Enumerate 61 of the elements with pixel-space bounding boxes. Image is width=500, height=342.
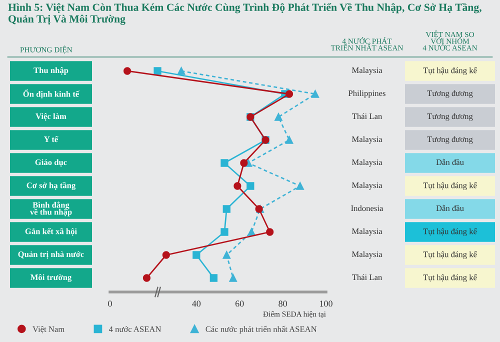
text: Tương đương xyxy=(427,136,473,144)
legend-label: Việt Nam xyxy=(32,326,64,334)
point xyxy=(177,67,186,75)
chart-title: Hình 5: Việt Nam Còn Thua Kém Các Nước Cùng Trình Độ Phát Triển Về Thu Nhập, Cơ Sở Hạ Tầng, Quản Trị Và Môi Trường xyxy=(8,3,482,25)
point xyxy=(311,90,320,98)
y-tick-label: Giáo dục xyxy=(35,159,67,167)
point xyxy=(220,159,228,167)
x-tick-label: 80 xyxy=(278,300,287,307)
text: Tụt hậu đáng kể xyxy=(423,228,477,236)
text: Malaysia xyxy=(352,251,382,259)
point xyxy=(162,251,170,259)
y-tick-label: Gắn kết xã hội xyxy=(25,228,77,236)
y-tick-label: Việc làm xyxy=(36,113,66,121)
y-tick-label: Ổn định kinh tế xyxy=(23,89,80,98)
point xyxy=(229,274,237,282)
legend-label: 4 nước ASEAN xyxy=(108,326,162,332)
text: Tụt hậu đáng kể xyxy=(423,67,477,75)
y-tick-label: Môi trường xyxy=(30,274,72,282)
point xyxy=(222,205,230,213)
point xyxy=(222,251,230,259)
point xyxy=(234,182,242,190)
text: Malaysia xyxy=(352,228,382,236)
y-tick-label: Bình đẳng về thu nhập xyxy=(30,202,72,216)
text: Tương đương xyxy=(427,113,473,121)
text: Thái Lan xyxy=(352,113,382,120)
text: Philippines xyxy=(348,90,386,98)
text: Indonesia xyxy=(351,205,384,212)
text: Thái Lan xyxy=(352,274,382,280)
text: Tụt hậu đáng kể xyxy=(423,274,477,282)
point xyxy=(266,228,274,236)
point xyxy=(285,90,294,98)
point xyxy=(274,113,282,121)
x-tick-label: 100 xyxy=(320,300,332,307)
point xyxy=(296,182,304,190)
y-tick-label: Cơ sở hạ tầng xyxy=(26,182,76,190)
x-tick-label: 60 xyxy=(235,300,244,307)
x-tick-label: 0 xyxy=(108,300,112,307)
point xyxy=(285,136,294,144)
point xyxy=(123,67,132,75)
text: Tụt hậu đáng kể xyxy=(423,182,477,190)
point xyxy=(210,274,218,282)
text: Tụt hậu đáng kể xyxy=(423,251,477,259)
x-tick-label: 40 xyxy=(192,300,201,307)
point xyxy=(240,159,248,167)
point xyxy=(220,228,228,236)
text: Malaysia xyxy=(352,182,382,190)
point xyxy=(154,67,162,75)
legend-label: Các nước phát triển nhất ASEAN xyxy=(206,326,317,334)
y-tick-label: Thu nhập xyxy=(34,67,68,75)
point xyxy=(246,182,254,190)
point xyxy=(142,274,151,282)
point xyxy=(192,251,200,259)
text: Malaysia xyxy=(352,67,382,75)
text: Dẫn đầu xyxy=(436,158,464,166)
y-tick-label: Quản trị nhà nước xyxy=(18,251,84,259)
y-tick-label: Y tế xyxy=(44,136,59,142)
text: Tương đương xyxy=(427,90,473,98)
text: Dẫn đầu xyxy=(436,204,464,212)
text: Malaysia xyxy=(352,159,382,167)
point xyxy=(248,228,256,236)
text: Malaysia xyxy=(352,136,382,144)
